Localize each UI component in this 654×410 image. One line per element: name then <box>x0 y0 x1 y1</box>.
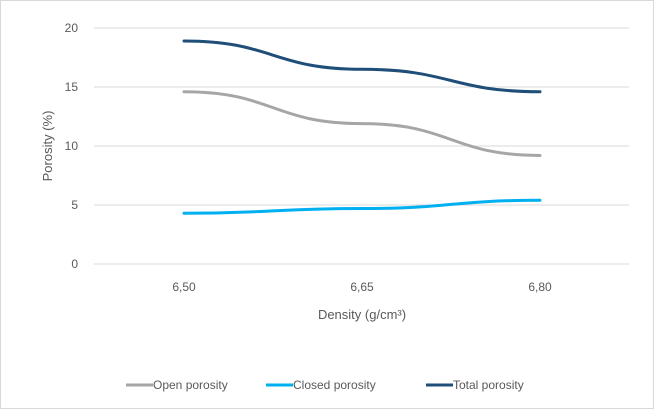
legend-label: Closed porosity <box>293 378 376 392</box>
y-tick-label: 5 <box>71 198 78 212</box>
y-tick-label: 0 <box>71 257 78 271</box>
gridlines <box>94 27 629 265</box>
series-line-total-porosity <box>182 39 542 94</box>
y-tick-label: 10 <box>65 139 79 153</box>
x-tick-label: 6,65 <box>350 280 374 294</box>
y-tick-label: 20 <box>65 21 79 35</box>
y-tick-label: 15 <box>65 80 79 94</box>
legend-item-open-porosity: Open porosity <box>126 378 228 392</box>
x-axis-title: Density (g/cm³) <box>318 307 406 322</box>
series-line-open-porosity <box>182 90 542 157</box>
legend-item-total-porosity: Total porosity <box>426 378 524 392</box>
legend-item-closed-porosity: Closed porosity <box>266 378 376 392</box>
legend: Open porosity Closed porosity Total porosi… <box>126 378 524 392</box>
legend-label: Total porosity <box>453 378 524 392</box>
series-line-closed-porosity <box>182 198 542 215</box>
legend-label: Open porosity <box>153 378 228 392</box>
x-tick-label: 6,80 <box>528 280 552 294</box>
x-tick-label: 6,50 <box>172 280 196 294</box>
y-tick-labels: 0 5 10 15 20 <box>65 21 79 271</box>
y-axis-title: Porosity (%) <box>40 111 55 182</box>
series-lines <box>182 39 542 215</box>
x-tick-labels: 6,50 6,65 6,80 <box>172 280 552 294</box>
